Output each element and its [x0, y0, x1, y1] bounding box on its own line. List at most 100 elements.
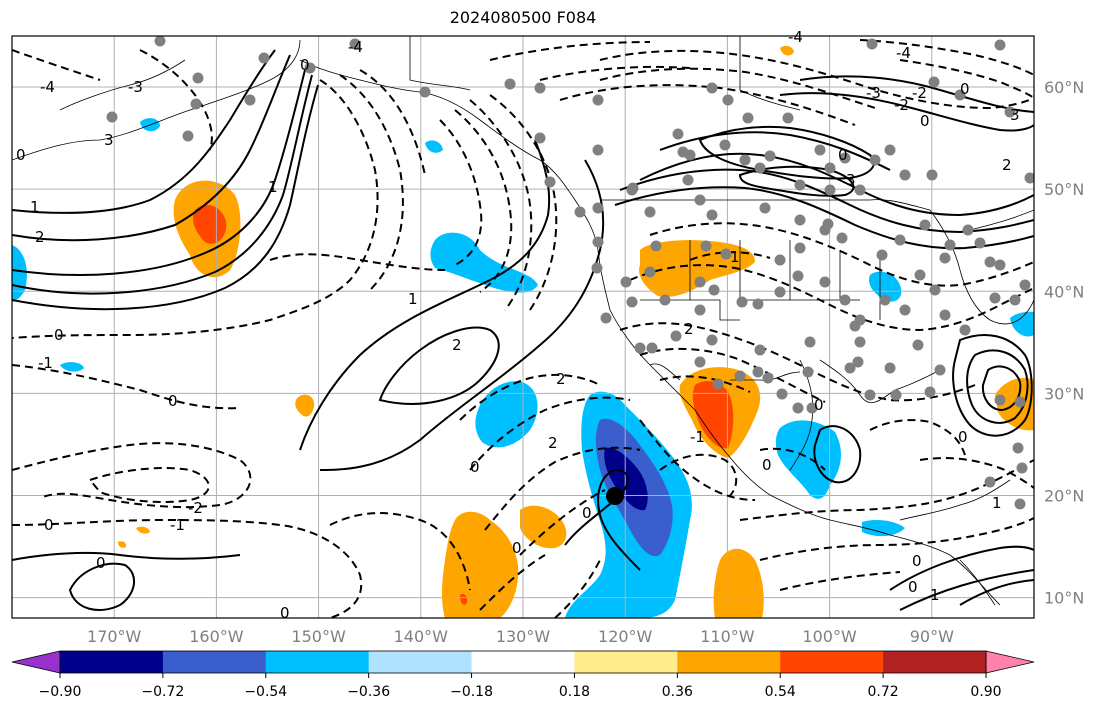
contour-label: -4 [348, 38, 363, 56]
station-dot [754, 344, 766, 356]
latitude-tick-labels: 10°N 20°N 30°N 40°N 50°N 60°N [1044, 78, 1084, 608]
colorbar-extend-max [985, 650, 1035, 674]
lon-tick-label: 100°W [802, 627, 857, 646]
station-dot [794, 214, 806, 226]
station-dot [644, 266, 656, 278]
station-dot [620, 276, 632, 288]
negative-region [869, 271, 902, 302]
colorbar-tick-label: 0.36 [662, 684, 693, 700]
station-dot [879, 294, 891, 306]
colorbar-segment [471, 651, 575, 673]
station-dot [962, 224, 974, 236]
station-dot [884, 362, 896, 374]
plot-frame [11, 35, 1035, 619]
station-dot [819, 276, 831, 288]
contour-label: -2 [912, 84, 927, 102]
lon-tick-label: 170°W [87, 627, 142, 646]
station-dot [994, 394, 1006, 406]
contour-label: -4 [788, 28, 803, 46]
station-dot [591, 262, 603, 274]
lon-tick-label: 130°W [496, 627, 551, 646]
station-dot [600, 312, 612, 324]
negative-region [430, 232, 538, 293]
lat-tick-label: 50°N [1044, 180, 1084, 199]
station-dot [752, 366, 764, 378]
strong-positive-region [692, 380, 734, 449]
station-dot [782, 112, 794, 124]
station-dot [700, 240, 712, 252]
contour-label: 2 [35, 228, 45, 246]
station-dot [822, 218, 834, 230]
colorbar-extend-min [11, 650, 61, 674]
negative-region [775, 420, 842, 499]
station-dot [926, 169, 938, 181]
lon-tick-label: 150°W [291, 627, 346, 646]
station-dot [899, 304, 911, 316]
colorbar-segment [162, 651, 267, 673]
strong-positive-region [193, 204, 227, 244]
station-dot [894, 234, 906, 246]
station-dot [1016, 462, 1028, 474]
station-dot [984, 256, 996, 268]
station-dot [734, 370, 746, 382]
contour-label: 0 [762, 456, 772, 474]
station-dot [708, 284, 720, 296]
contour-label: -2 [894, 96, 909, 114]
station-dot [736, 296, 748, 308]
contour-label: 0 [958, 428, 968, 446]
positive-region [118, 541, 127, 548]
storm-center-marker [606, 487, 624, 505]
contour-label: 0 [54, 326, 64, 344]
dashed-contours [12, 39, 1034, 618]
station-dot [806, 402, 818, 414]
longitude-tick-labels: 170°W 160°W 150°W 140°W 130°W 120°W 110°W 100°W… [87, 627, 954, 646]
station-dot [626, 184, 638, 196]
station-dot [754, 162, 766, 174]
contour-label: 0 [44, 516, 54, 534]
station-dot [989, 292, 1001, 304]
station-dot [944, 239, 956, 251]
station-dot [929, 284, 941, 296]
map-title: 2024080500 F084 [449, 8, 597, 27]
contour-labels: -4 -3 0 1 2 1 3 0 -1 0 -2 -1 0 0 0 1 2 2… [16, 28, 1020, 622]
station-dot [544, 176, 556, 188]
station-dot [959, 324, 971, 336]
station-dot [504, 78, 516, 90]
lat-tick-label: 10°N [1044, 589, 1084, 608]
station-dot [720, 248, 732, 260]
station-dot [852, 356, 864, 368]
station-dot [1009, 294, 1021, 306]
coastlines [12, 36, 1034, 606]
contour-label: 2 [1002, 156, 1012, 174]
station-dot [939, 309, 951, 321]
station-dot [994, 39, 1006, 51]
station-dot [534, 82, 546, 94]
station-dot [824, 162, 836, 174]
colorbar-segment [780, 651, 884, 673]
positive-region [520, 505, 567, 549]
station-dot [634, 342, 646, 354]
contour-label: 1 [30, 198, 40, 216]
station-dot [1012, 442, 1024, 454]
colorbar-tick-label: −0.54 [244, 684, 287, 700]
contour-label: 2 [452, 336, 462, 354]
contour-label: -3 [128, 78, 143, 96]
station-dot [836, 232, 848, 244]
contour-label: 0 [908, 578, 918, 596]
station-dot [192, 72, 204, 84]
station-dot [739, 154, 751, 166]
station-dot [419, 86, 431, 98]
station-dot [650, 240, 662, 252]
station-dot [854, 336, 866, 348]
station-dot [694, 276, 706, 288]
station-dot [694, 304, 706, 316]
colorbar-tick-label: 0.54 [765, 684, 796, 700]
station-dot [1019, 279, 1031, 291]
contour-label: 1 [730, 248, 740, 266]
contour-label: -4 [40, 78, 55, 96]
station-dot [1004, 106, 1016, 118]
station-dot [794, 242, 806, 254]
colorbar-segment [265, 651, 370, 673]
contour-label: -1 [170, 516, 185, 534]
